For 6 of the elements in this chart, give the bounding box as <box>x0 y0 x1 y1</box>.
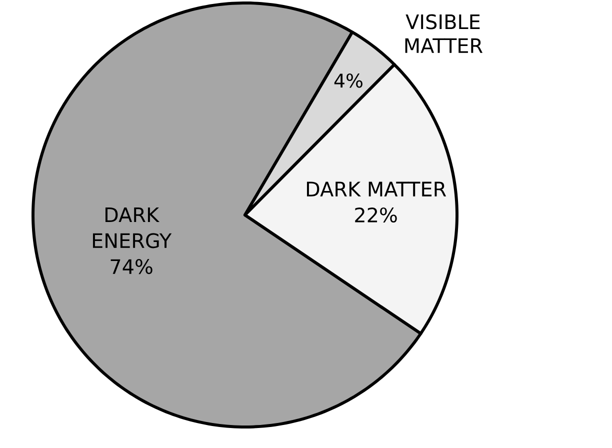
data-label: 74% <box>110 259 152 274</box>
slice-label: VISIBLE MATTER <box>405 14 483 53</box>
data-label: 22% <box>355 207 397 223</box>
data-label: 4% <box>334 73 362 88</box>
slice-label: DARK ENERGY <box>92 208 172 248</box>
slice-label: DARK MATTER <box>306 182 446 196</box>
